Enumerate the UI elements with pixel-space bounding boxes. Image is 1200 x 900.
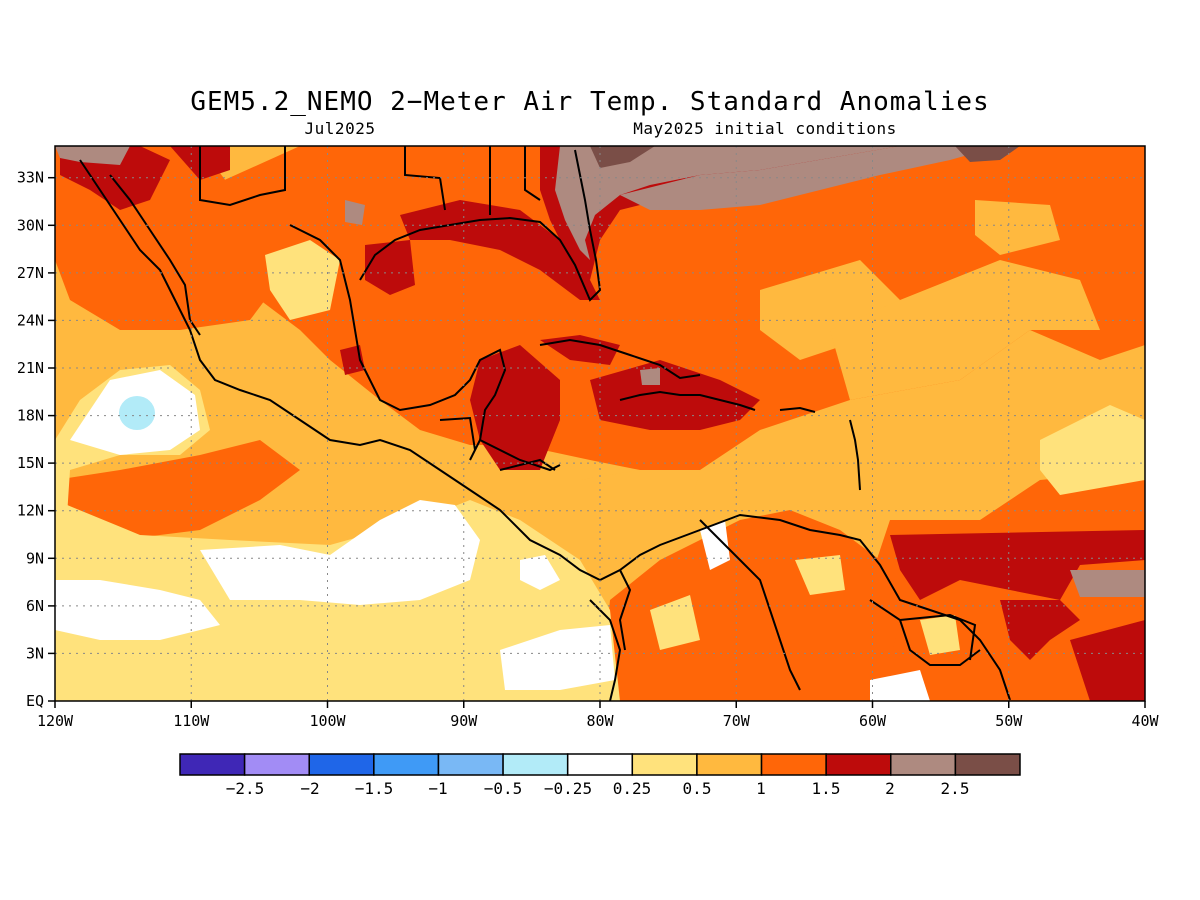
colorbar-swatch — [179, 753, 246, 776]
colorbar-swatch — [760, 753, 827, 776]
y-tick-label: 24N — [17, 311, 44, 329]
y-tick-label: 9N — [26, 549, 44, 567]
x-tick-label: 110W — [173, 712, 210, 730]
colorbar-label: −0.25 — [544, 779, 592, 798]
x-tick-label: 120W — [37, 712, 74, 730]
y-tick-label: 6N — [26, 597, 44, 615]
x-tick-label: 60W — [859, 712, 887, 730]
colorbar-swatch — [243, 753, 310, 776]
colorbar-swatch — [631, 753, 698, 776]
x-axis-labels: 120W 110W 100W 90W 80W 70W 60W 50W 40W — [37, 712, 1160, 730]
anomaly-field — [55, 146, 1145, 701]
colorbar-label: −2 — [300, 779, 319, 798]
colorbar-swatch — [308, 753, 375, 776]
colorbar-swatch — [566, 753, 634, 776]
colorbar-label: 1 — [756, 779, 766, 798]
x-tick-label: 100W — [309, 712, 346, 730]
coastlines — [79, 146, 1011, 701]
initial-conditions: May2025 initial conditions — [633, 119, 896, 138]
figure-title: GEM5.2_NEMO 2−Meter Air Temp. Standard A… — [190, 87, 989, 117]
y-tick-label: 15N — [17, 454, 44, 472]
colorbar-swatch — [954, 753, 1021, 776]
y-tick-label: 30N — [17, 216, 44, 234]
tick-marks — [48, 176, 1146, 708]
colorbar-label: −1 — [428, 779, 447, 798]
colorbar-label: 0.5 — [683, 779, 712, 798]
y-tick-label: 12N — [17, 502, 44, 520]
x-tick-label: 70W — [723, 712, 751, 730]
colorbar-label: −2.5 — [226, 779, 265, 798]
y-tick-label: 18N — [17, 407, 44, 425]
y-tick-label: EQ — [26, 692, 44, 710]
colorbar-swatch — [373, 753, 440, 776]
y-tick-label: 21N — [17, 359, 44, 377]
colorbar-label: 0.25 — [613, 779, 652, 798]
y-tick-label: 3N — [26, 644, 44, 662]
colorbar-label: 1.5 — [812, 779, 841, 798]
colorbar-label: 2 — [885, 779, 895, 798]
colorbar-swatch — [696, 753, 763, 776]
x-tick-label: 90W — [450, 712, 478, 730]
x-tick-label: 40W — [1131, 712, 1159, 730]
colorbar-swatch — [502, 753, 569, 776]
colorbar-swatch — [890, 753, 957, 776]
colorbar-swatch — [437, 753, 504, 776]
colorbar-label: −0.5 — [484, 779, 523, 798]
colorbar — [179, 753, 1021, 776]
x-tick-label: 50W — [995, 712, 1023, 730]
colorbar-label: 2.5 — [941, 779, 970, 798]
colorbar-swatch — [825, 753, 892, 776]
graticule — [55, 146, 1145, 701]
valid-month: Jul2025 — [305, 119, 376, 138]
colorbar-label: −1.5 — [355, 779, 394, 798]
y-axis-labels: EQ 3N 6N 9N 12N 15N 18N 21N 24N 27N 30N … — [17, 169, 44, 710]
colorbar-labels: −2.5 −2 −1.5 −1 −0.5 −0.25 0.25 0.5 1 1.… — [226, 779, 970, 798]
y-tick-label: 33N — [17, 169, 44, 187]
y-tick-label: 27N — [17, 264, 44, 282]
x-tick-label: 80W — [586, 712, 614, 730]
